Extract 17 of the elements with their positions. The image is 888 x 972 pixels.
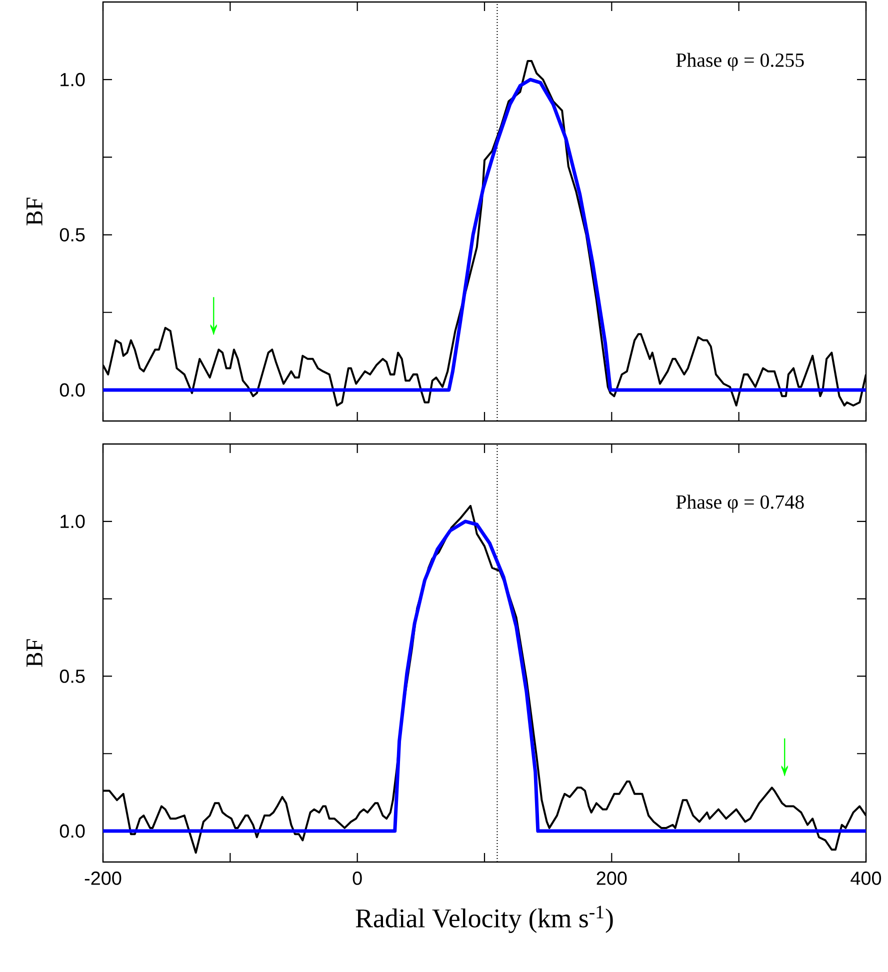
x-axis-title: Radial Velocity (km s$^{-1}$): [356, 906, 613, 933]
annotation: ↓: [210, 297, 217, 335]
annotation: Phase φ = 0.748: [676, 494, 804, 513]
x-tick-label: -200: [84, 872, 122, 885]
y-tick-label: 0.0: [60, 824, 85, 838]
y-axis-title: BF: [26, 198, 42, 226]
annotation: Phase φ = 0.255: [676, 52, 804, 71]
y-axis-title: BF: [26, 639, 42, 667]
annotation: ↓: [781, 738, 788, 776]
y-tick-label: 0.5: [60, 670, 85, 683]
y-tick-label: 1.0: [60, 514, 85, 528]
y-tick-label: 1.0: [60, 72, 85, 86]
y-tick-label: 0.5: [60, 228, 85, 242]
y-tick-label: 0.0: [60, 383, 85, 397]
x-tick-label: 400: [850, 872, 882, 885]
x-tick-label: 0: [352, 872, 362, 885]
x-tick-label: 200: [596, 872, 627, 885]
